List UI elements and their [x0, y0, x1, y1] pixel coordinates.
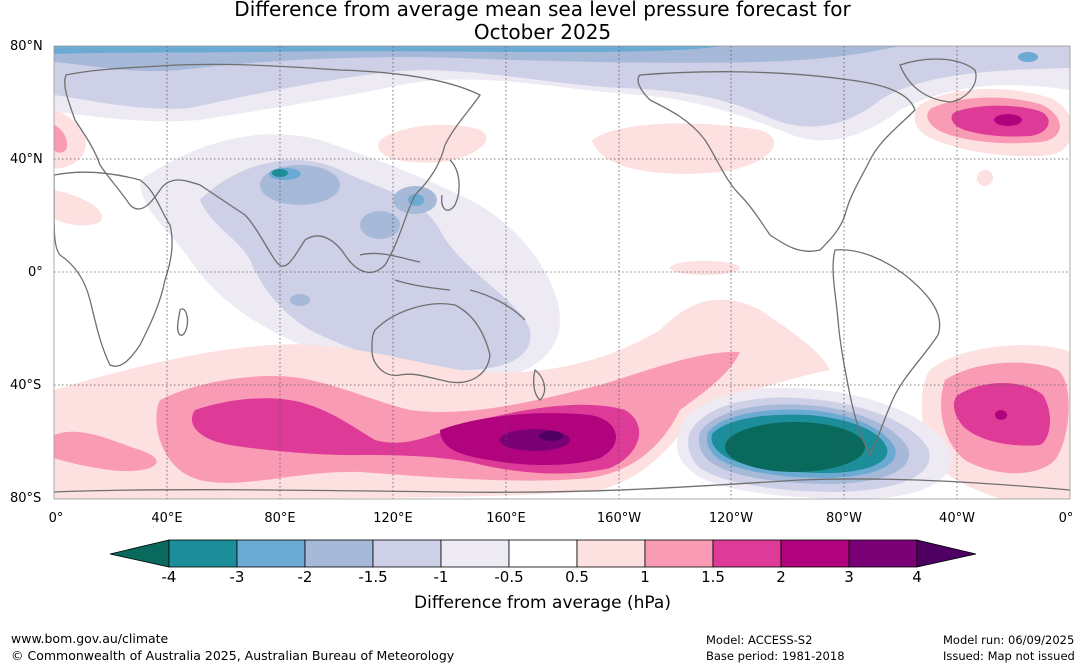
arctic-negative-anomaly [54, 46, 1070, 141]
colorbar-bin [848, 539, 918, 568]
colorbar-bin [508, 539, 578, 568]
footer-model: Model: ACCESS-S2 [706, 633, 813, 647]
colorbar-tick: -2 [297, 568, 313, 586]
lat-label: 40°N [10, 152, 43, 167]
footer-issued: Issued: Map not issued [943, 649, 1075, 663]
colorbar-tick: 1.5 [701, 568, 725, 586]
colorbar-bin [304, 539, 374, 568]
map-title-line-2: October 2025 [473, 20, 612, 44]
colorbar-tick: -1.5 [358, 568, 388, 586]
colorbar-bin [440, 539, 510, 568]
colorbar-tick: -0.5 [494, 568, 524, 586]
lat-label: 40°S [10, 378, 42, 393]
colorbar-bin [576, 539, 646, 568]
lon-label: 80°W [826, 511, 862, 526]
southern-ocean-positive-anomaly [54, 299, 830, 499]
map-title-line-1: Difference from average mean sea level p… [234, 0, 851, 21]
colorbar-bin [372, 539, 442, 568]
footer-site-link[interactable]: www.bom.gov.au/climate [11, 631, 169, 646]
colorbar-tick: 0.5 [565, 568, 589, 586]
colorbar-tick: 2 [776, 568, 786, 586]
colorbar-bin [644, 539, 714, 568]
colorbar-tick: 3 [844, 568, 854, 586]
lon-label: 160°W [596, 511, 642, 526]
lon-label: 0° [1058, 511, 1074, 526]
lon-label: 0° [48, 511, 64, 526]
colorbar-extension-high [916, 539, 977, 568]
footer-copyright: © Commonwealth of Australia 2025, Austra… [11, 648, 455, 663]
colorbar-bin [780, 539, 850, 568]
coastlines [54, 58, 1070, 493]
colorbar-extension-low [109, 539, 170, 568]
lon-label: 120°W [708, 511, 754, 526]
lon-label: 80°E [264, 511, 296, 526]
lat-label: 80°S [10, 491, 42, 506]
footer-base-period: Base period: 1981-2018 [706, 649, 845, 663]
graticule [54, 46, 1070, 499]
north-atlantic-positive-anomaly [914, 89, 1070, 157]
anomaly-fields [54, 46, 1070, 499]
colorbar-tick: -1 [433, 568, 449, 586]
colorbar-bin [236, 539, 306, 568]
south-pacific-negative-anomaly [677, 387, 952, 499]
south-atlantic-positive-anomaly [921, 345, 1070, 499]
colorbar-tick: 1 [640, 568, 650, 586]
map-frame [53, 45, 1071, 500]
colorbar-tick: -3 [229, 568, 245, 586]
lon-label: 40°E [151, 511, 183, 526]
colorbar-bin [712, 539, 782, 568]
lat-label: 0° [28, 265, 43, 280]
indo-pacific-negative-anomaly [140, 134, 560, 383]
colorbar-tick: 4 [912, 568, 922, 586]
lat-label: 80°N [10, 39, 43, 54]
footer-model-run: Model run: 06/09/2025 [943, 633, 1075, 647]
colorbar [109, 539, 977, 568]
lon-label: 120°E [373, 511, 413, 526]
lon-label: 40°W [939, 511, 975, 526]
lon-label: 160°E [486, 511, 526, 526]
colorbar-label: Difference from average (hPa) [414, 593, 671, 613]
colorbar-bin [168, 539, 238, 568]
colorbar-tick: -4 [161, 568, 177, 586]
northern-positive-patches [54, 110, 993, 275]
